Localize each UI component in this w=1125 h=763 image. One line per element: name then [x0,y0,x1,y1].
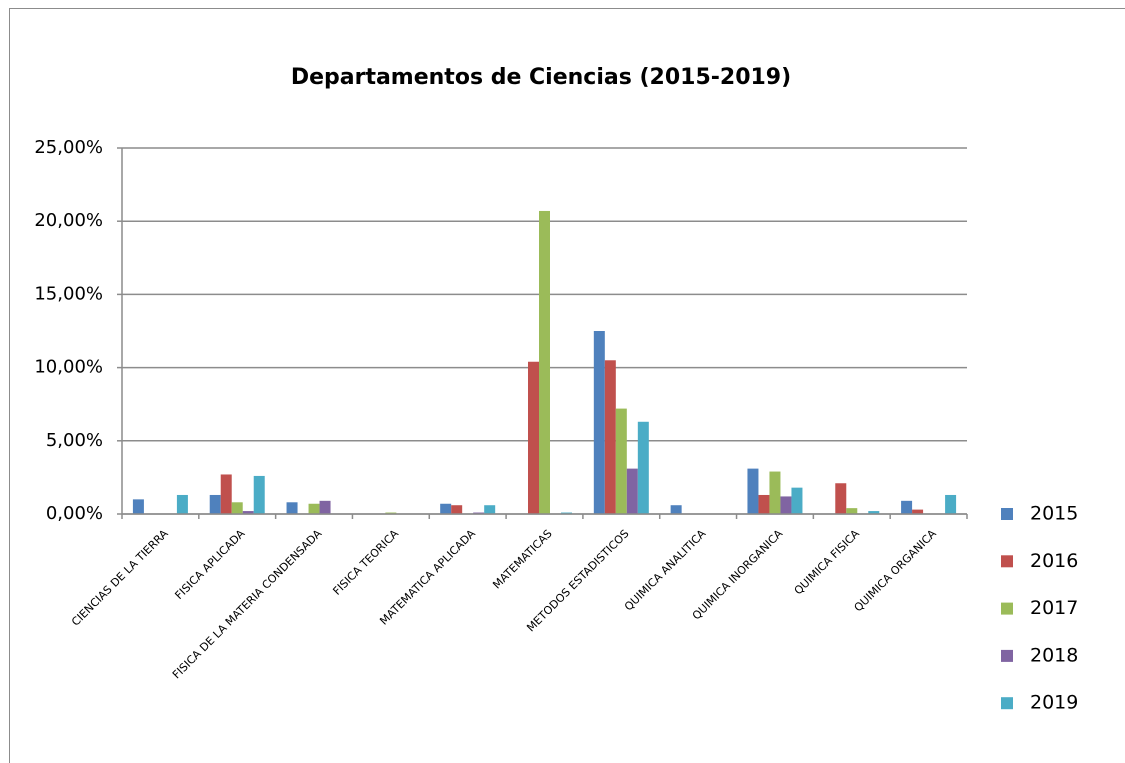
bar [868,511,880,514]
legend-label: 2015 [1030,503,1078,525]
x-tick-label: MATEMATICAS [490,527,554,591]
bar [945,494,957,514]
chart-frame [9,8,1125,763]
legend-swatch [1001,697,1013,710]
x-tick-label: CIENCIAS DE LA TIERRA [69,527,171,629]
bar [846,508,858,514]
bar [132,499,144,514]
legend-label: 2016 [1030,550,1078,572]
y-tick-label: 0,00% [46,503,103,524]
bar [286,502,298,514]
y-tick-label: 10,00% [34,357,103,378]
bar [670,505,682,514]
chart-title: Departamentos de Ciencias (2015-2019) [291,65,791,90]
legend-label: 2017 [1030,597,1078,619]
bar [791,487,803,514]
bar [593,331,605,514]
bar [451,505,463,514]
x-tick-label: QUIMICA INORGANICA [690,527,786,623]
bar [604,360,616,514]
bar [253,475,265,514]
bar [484,505,496,514]
bar [780,496,792,514]
bar [539,210,550,514]
bar [901,500,913,514]
legend-label: 2018 [1030,644,1078,666]
bar [626,468,638,514]
x-tick-label: FISICA APLICADA [172,527,247,602]
bar [176,494,188,514]
y-tick-label: 15,00% [34,283,103,304]
x-tick-label: FISICA TEORICA [330,527,401,598]
bar [220,474,232,514]
legend-swatch [1001,602,1013,615]
legend-swatch [1001,649,1013,662]
y-tick-label: 25,00% [34,137,103,158]
y-tick-label: 5,00% [46,430,103,451]
x-tick-label: QUIMICA FISICA [792,527,863,598]
legend-swatch [1001,555,1013,568]
legend-swatch [1001,508,1013,520]
bar [758,494,770,514]
bar [308,503,320,514]
x-tick-label: QUIMICA ORGANICA [852,527,940,615]
bar [209,494,221,514]
bar [528,361,539,514]
bar [440,503,452,514]
bar [769,471,781,514]
bar [231,502,243,514]
x-tick-label: FISICA DE LA MATERIA CONDENSADA [170,527,325,682]
bar [242,511,254,514]
bar [835,483,847,514]
legend-label: 2019 [1030,692,1078,714]
bar [615,408,627,514]
bar [912,509,924,514]
bar [319,500,331,514]
x-tick-label: QUIMICA ANALITICA [622,527,709,614]
bar [747,468,759,514]
bar [637,421,649,514]
y-tick-label: 20,00% [34,210,103,231]
